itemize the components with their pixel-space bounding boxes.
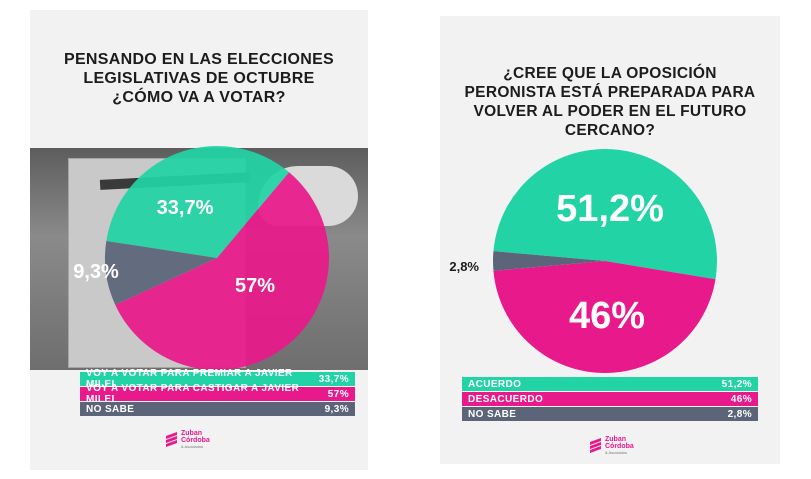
slice-data-label: 46% xyxy=(569,295,645,337)
slice-data-label: 51,2% xyxy=(556,188,664,230)
pie-slice xyxy=(493,149,717,280)
pie-slice xyxy=(493,251,605,271)
slice-data-label: 2,8% xyxy=(449,259,479,274)
slice-data-label: 57% xyxy=(235,275,275,297)
legend-value: 9,3% xyxy=(324,403,349,415)
poll-card-vote-intention: PENSANDO EN LAS ELECCIONES LEGISLATIVAS … xyxy=(30,10,368,470)
legend-row: VOY A VOTAR PARA CASTIGAR A JAVIER MILEI… xyxy=(80,383,355,405)
poll-card-opposition: ¿CREE QUE LA OPOSICIÓN PERONISTA ESTÁ PR… xyxy=(440,16,780,464)
logo-line1: Zuban xyxy=(181,430,202,437)
logo-mark-icon xyxy=(590,437,601,453)
logo-line2: Córdoba xyxy=(181,437,210,444)
pollster-logo: Zuban Córdoba & Asociados xyxy=(590,436,634,455)
legend-row: ACUERDO 51,2% xyxy=(462,377,758,391)
logo-line1: Zuban xyxy=(605,436,626,443)
pie-slice xyxy=(105,240,217,305)
chart-title: ¿CREE QUE LA OPOSICIÓN PERONISTA ESTÁ PR… xyxy=(464,65,756,139)
legend-value: 51,2% xyxy=(721,378,752,390)
logo-line3: & Asociados xyxy=(181,444,204,449)
slice-data-label: 9,3% xyxy=(73,261,119,283)
legend-row: VOY A VOTAR PARA PREMIAR A JAVIER MILEI 3… xyxy=(80,368,355,390)
pie-chart-opposition: 51,2% 46% 2,8% xyxy=(449,149,717,374)
legend-value: 2,8% xyxy=(727,408,752,420)
legend-value: 33,7% xyxy=(318,373,349,385)
legend-label: NO SABE xyxy=(468,408,517,420)
slice-data-label: 33,7% xyxy=(157,197,214,219)
legend-label: NO SABE xyxy=(86,403,135,415)
chart-title: PENSANDO EN LAS ELECCIONES LEGISLATIVAS … xyxy=(63,51,335,106)
legend-row: NO SABE 9,3% xyxy=(80,402,355,416)
legend-label: VOY A VOTAR PARA PREMIAR A JAVIER MILEI xyxy=(86,368,293,390)
legend-value: 46% xyxy=(730,393,752,405)
logo-line3: & Asociados xyxy=(605,450,628,455)
pie-chart-vote-intention: 33,7% 57% 9,3% xyxy=(73,146,329,370)
legend-label: DESACUERDO xyxy=(468,393,544,405)
logo-line2: Córdoba xyxy=(605,443,634,450)
pie-slice xyxy=(493,261,716,374)
pie-slice xyxy=(106,146,290,258)
legend-row: NO SABE 2,8% xyxy=(462,407,758,421)
legend-row: DESACUERDO 46% xyxy=(462,392,758,406)
logo-mark-icon xyxy=(166,431,177,447)
legend-value: 57% xyxy=(327,388,349,400)
legend-label: VOY A VOTAR PARA CASTIGAR A JAVIER MILEI xyxy=(86,383,300,405)
pollster-logo: Zuban Córdoba & Asociados xyxy=(166,430,210,449)
pie-slice xyxy=(115,172,329,370)
legend-label: ACUERDO xyxy=(468,378,522,390)
